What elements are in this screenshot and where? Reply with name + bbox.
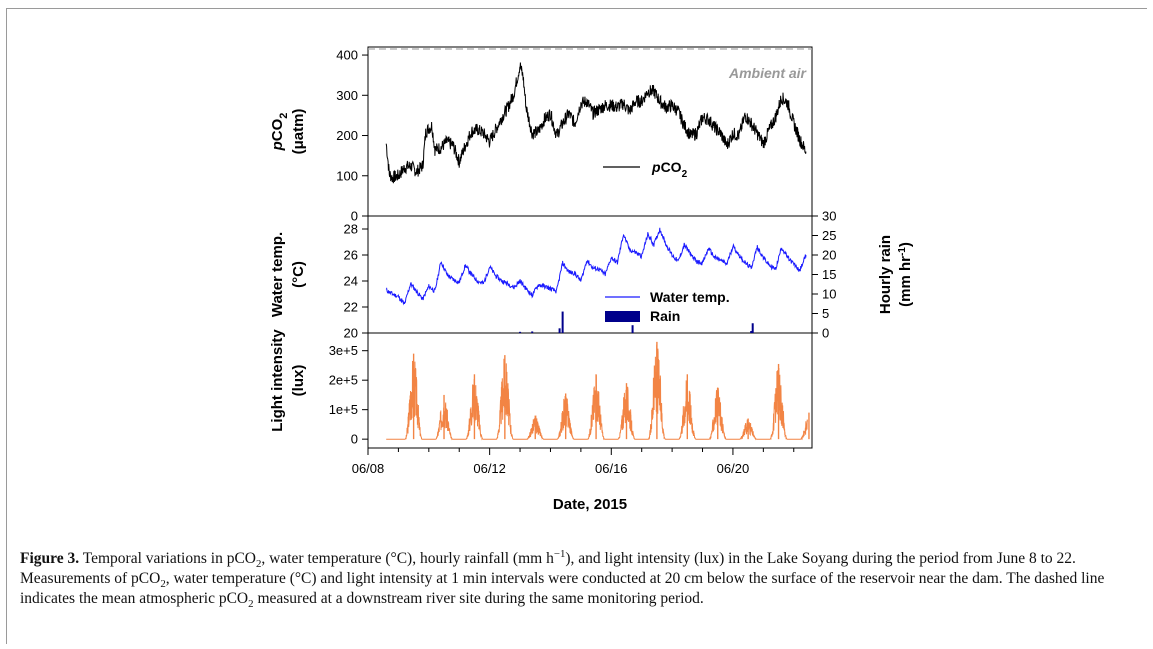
bot-ytick-label: 3e+5	[329, 343, 358, 358]
mid-y2tick-label: 10	[822, 287, 836, 302]
top-ytick-label: 100	[336, 168, 358, 183]
top-ytick-label: 400	[336, 48, 358, 63]
bot-ylabel-unit: (lux)	[290, 365, 307, 397]
figure-caption: Figure 3. Temporal variations in pCO2, w…	[20, 547, 1130, 611]
x-tick-label: 06/16	[595, 461, 628, 476]
caption-text-3: ), and light intensity (lux) in the Lake…	[20, 550, 1076, 587]
caption-text-4: , water temperature (°C) and light inten…	[20, 570, 1105, 607]
mid-y2tick-label: 15	[822, 267, 836, 282]
x-axis-label: Date, 2015	[553, 496, 627, 513]
x-tick-label: 06/12	[473, 461, 506, 476]
pco2-series-line	[385, 62, 807, 184]
rain-bar	[558, 328, 561, 333]
mid-ytick-label: 26	[344, 248, 358, 263]
panel-bottom-frame	[367, 332, 813, 449]
mid-ylabel-unit: (°C)	[290, 261, 307, 288]
mid-y2tick-label: 5	[822, 306, 829, 321]
mid-y2tick-label: 0	[822, 326, 829, 341]
mid-y2label-unit: (mm hr-1)	[897, 242, 914, 307]
mid-ytick-label: 24	[344, 274, 358, 289]
caption-text-1: Temporal variations in pCO	[79, 550, 256, 567]
water-temp-series-line	[385, 227, 807, 306]
rain-bar	[561, 311, 564, 333]
top-ylabel-unit: (μatm)	[290, 109, 307, 155]
water-temp-legend-label: Water temp.	[650, 289, 730, 305]
caption-sub-1: 2	[255, 558, 262, 571]
rain-bar	[750, 331, 753, 333]
mid-ytick-label: 22	[344, 300, 358, 315]
figure-frame	[6, 8, 1147, 644]
top-ytick-label: 300	[336, 88, 358, 103]
bot-ylabel: Light intensity	[269, 329, 286, 432]
rain-legend-swatch	[605, 311, 640, 322]
x-tick-label: 06/20	[717, 461, 750, 476]
mid-y2tick-label: 25	[822, 228, 836, 243]
caption-sub-2: 2	[160, 578, 166, 591]
rain-bar	[531, 331, 534, 333]
mid-ylabel: Water temp.	[269, 232, 286, 317]
caption-sub-3: 2	[248, 598, 254, 611]
caption-text-5: measured at a downstream river site duri…	[253, 590, 704, 607]
bot-ytick-label: 0	[351, 432, 358, 447]
mid-ytick-label: 28	[344, 222, 358, 237]
rain-bar	[519, 331, 522, 333]
panel-middle-frame	[367, 215, 813, 334]
mid-y2tick-label: 20	[822, 248, 836, 263]
rain-bar	[631, 325, 634, 333]
caption-label: Figure 3.	[20, 550, 80, 567]
x-tick-label: 06/08	[352, 461, 385, 476]
ambient-air-label: Ambient air	[728, 65, 808, 81]
caption-text-2: , water temperature (°C), hourly rainfal…	[261, 550, 554, 567]
top-ytick-label: 0	[351, 209, 358, 224]
bot-ytick-label: 1e+5	[329, 402, 358, 417]
pco2-legend-label: pCO2	[651, 159, 688, 180]
bot-ytick-label: 2e+5	[329, 373, 358, 388]
light-intensity-series-line	[386, 344, 808, 441]
rain-bar	[751, 323, 754, 333]
mid-ytick-label: 20	[344, 326, 358, 341]
caption-sup-1: −1	[553, 547, 566, 560]
top-ytick-label: 200	[336, 128, 358, 143]
mid-y2label: Hourly rain	[877, 235, 894, 314]
rain-legend-label: Rain	[650, 308, 680, 324]
top-ylabel: pCO2	[269, 113, 290, 152]
mid-y2tick-label: 30	[822, 209, 836, 224]
